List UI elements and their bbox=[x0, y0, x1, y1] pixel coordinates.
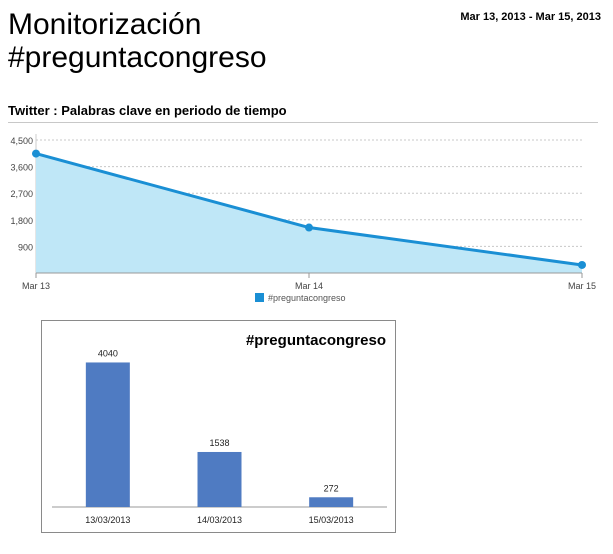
bar-value-label: 4040 bbox=[98, 348, 118, 358]
y-tick-label: 900 bbox=[18, 242, 33, 252]
data-point[interactable] bbox=[32, 149, 40, 158]
series-area bbox=[36, 153, 582, 273]
x-category-label: 14/03/2013 bbox=[197, 515, 242, 525]
bar-chart-title: #preguntacongreso bbox=[246, 332, 386, 349]
x-tick-label: Mar 15 bbox=[568, 281, 596, 291]
page-title-line-2: #preguntacongreso bbox=[8, 41, 267, 74]
bar-chart: #preguntacongreso 4040 13/03/2013 1538 14/03… bbox=[52, 332, 387, 525]
bar[interactable] bbox=[309, 497, 354, 507]
bar[interactable] bbox=[85, 362, 130, 507]
y-tick-label: 1,800 bbox=[10, 216, 33, 226]
bar[interactable] bbox=[197, 451, 242, 507]
bar-value-label: 1538 bbox=[209, 438, 229, 448]
data-point[interactable] bbox=[305, 223, 313, 232]
legend-swatch bbox=[255, 293, 264, 302]
bar-value-label: 272 bbox=[324, 483, 339, 493]
data-point[interactable] bbox=[578, 260, 586, 269]
x-tick-label: Mar 14 bbox=[295, 281, 323, 291]
section-title: Twitter : Palabras clave en periodo de t… bbox=[8, 103, 287, 118]
y-tick-label: 2,700 bbox=[10, 189, 33, 199]
section-divider bbox=[8, 122, 598, 123]
y-tick-label: 4,500 bbox=[10, 136, 33, 146]
bar-chart-panel: #preguntacongreso 4040 13/03/2013 1538 14/03… bbox=[41, 320, 396, 533]
page-title: Monitorización #preguntacongreso bbox=[8, 8, 267, 74]
legend-label[interactable]: #preguntacongreso bbox=[268, 293, 346, 303]
page-title-line-1: Monitorización bbox=[8, 8, 202, 41]
y-tick-label: 3,600 bbox=[10, 163, 33, 173]
x-category-label: 13/03/2013 bbox=[85, 515, 130, 525]
area-chart: 900 1,800 2,700 3,600 4,500 Mar 13 Mar 14 Mar 1… bbox=[10, 134, 596, 303]
date-range[interactable]: Mar 13, 2013 - Mar 15, 2013 bbox=[460, 11, 601, 23]
x-tick-label: Mar 13 bbox=[22, 281, 50, 291]
x-category-label: 15/03/2013 bbox=[309, 515, 354, 525]
